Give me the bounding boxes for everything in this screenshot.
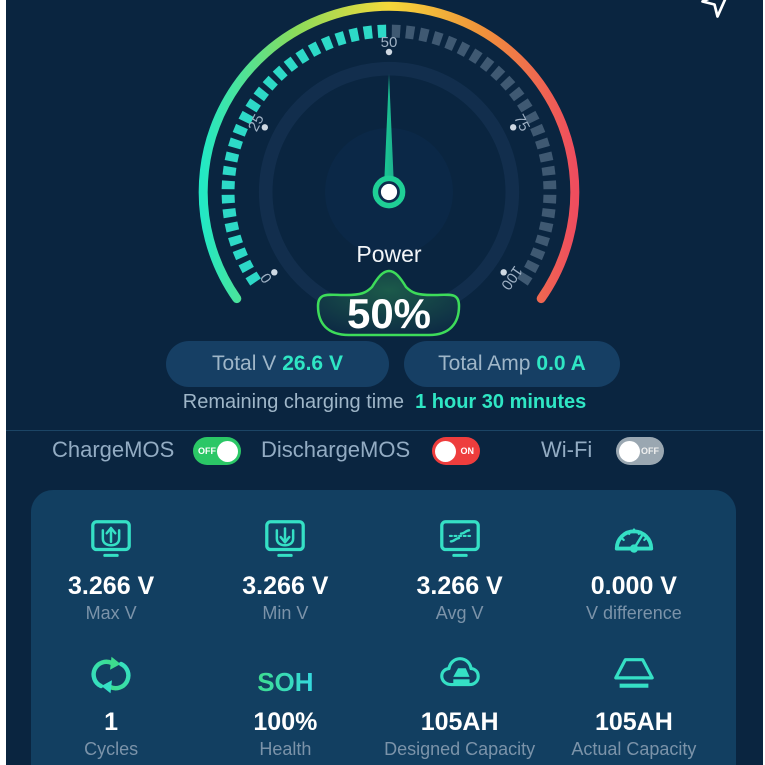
svg-text:50%: 50% — [347, 290, 431, 337]
svg-text:Power: Power — [356, 241, 422, 267]
svg-text:100: 100 — [497, 263, 525, 293]
svg-text:50: 50 — [381, 34, 398, 51]
